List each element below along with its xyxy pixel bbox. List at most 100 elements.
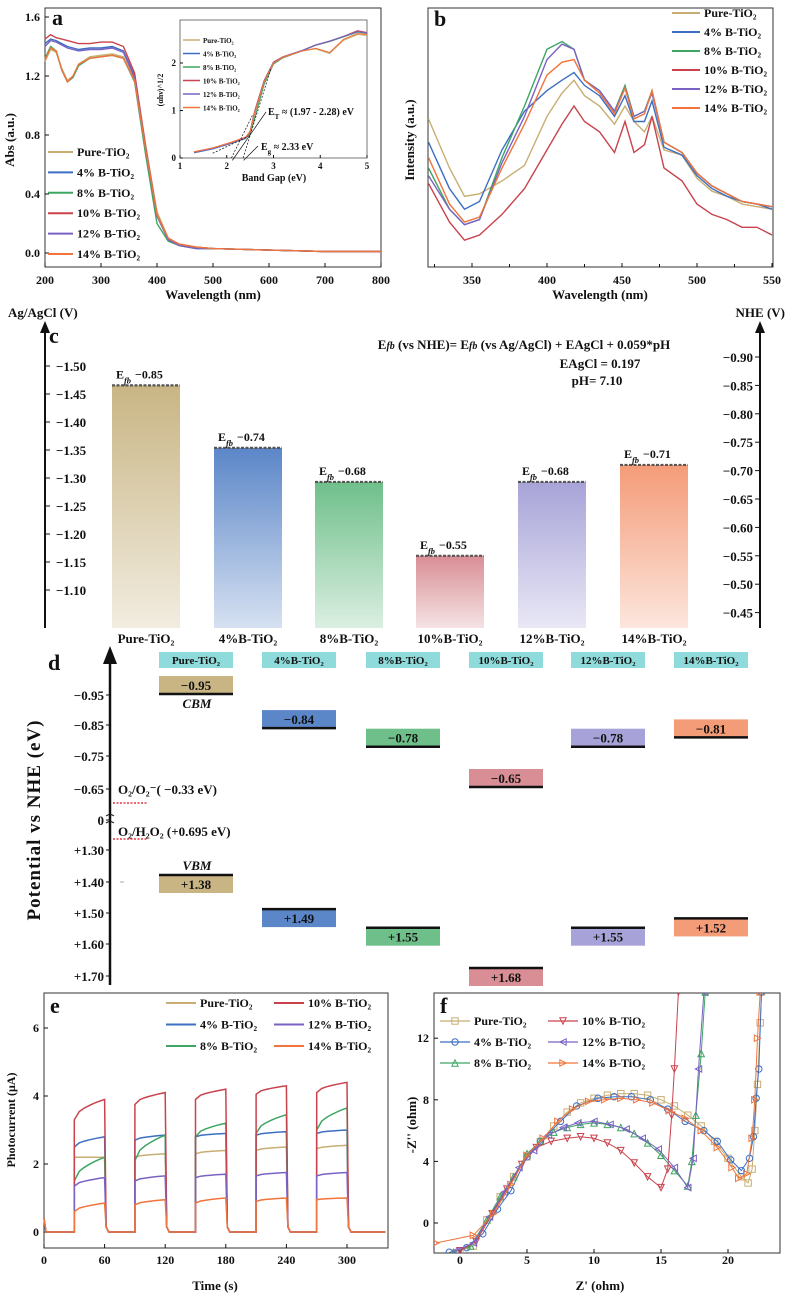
category-label: 8%B-TiO₂: [320, 631, 379, 646]
marker-triangle-right: [539, 1134, 548, 1143]
inset-y-axis-label: (αhν)^1/2: [156, 74, 165, 107]
marker-triangle-up: [450, 1058, 460, 1067]
left-axis-label: Ag/AgCl (V): [8, 305, 78, 320]
left-tick-label: −1.40: [56, 415, 86, 430]
legend-label: 14% B-TiO₂: [308, 1039, 371, 1053]
cbm-box: [366, 728, 440, 747]
panel-d-band-structure: d −0.95 −0.85 −0.75 −0.65 0 +1.30 +1.40 +1.50 +1.…: [24, 646, 748, 986]
marker-triangle-right: [568, 1105, 577, 1114]
y-tick-label: −0.85: [74, 718, 105, 733]
text-span: −0.74: [237, 430, 265, 444]
y-tick-label: 2: [172, 58, 177, 68]
marker-triangle-right: [665, 1106, 674, 1115]
text-span: E: [261, 142, 268, 153]
text-span: (vs Ag/AgCl) + EAgCl + 0.059*pH: [477, 337, 670, 352]
x-tick-label: 800: [372, 273, 390, 287]
category-label: Pure-TiO₂: [118, 631, 175, 646]
marker-triangle-down: [603, 1139, 612, 1148]
y-tick-label: 2: [33, 1157, 39, 1171]
vbm-box: [674, 918, 748, 937]
x-axis-label: Z' (ohm): [576, 1278, 625, 1293]
x-tick-label: 200: [36, 273, 54, 287]
marker-triangle-left: [688, 1154, 697, 1163]
plot-frame: [433, 992, 781, 1254]
sample-header-bg: [674, 652, 748, 668]
x-tick-label: 240: [277, 1253, 295, 1267]
right-tick-label: −0.85: [723, 378, 754, 393]
panel-e-photocurrent-chart: 0 60 120 180 240 300 0 2 4 6 Time (s) Photocurrent …: [4, 992, 389, 1293]
cbm-box: [469, 769, 543, 787]
x-tick-label: 400: [538, 273, 556, 287]
x-tick-label: 10: [588, 1253, 600, 1267]
legend-label: 10% B-TiO₂: [582, 1014, 645, 1028]
text-span: E: [460, 337, 469, 352]
text-span: −0.55: [439, 538, 467, 552]
panel-label-a: a: [52, 5, 63, 30]
x-tick-label: 300: [338, 1253, 356, 1267]
x-tick-label: 0: [457, 1253, 463, 1267]
marker-triangle-right: [469, 1231, 478, 1240]
x-tick-label: 550: [763, 273, 781, 287]
text-span: −0.68: [541, 464, 569, 478]
y-axis-label: Abs (a.u.): [2, 113, 17, 167]
cbm-box: [571, 728, 645, 747]
sample-header-label: 4%B-TiO₂: [274, 655, 324, 667]
left-tick-label: −1.10: [56, 583, 86, 598]
marker-triangle-right: [751, 1095, 760, 1104]
marker-triangle-left: [558, 1123, 567, 1132]
series-line-5: [435, 993, 761, 1244]
marker-triangle-left: [605, 1120, 614, 1129]
legend-label: 8% B-TiO₂: [474, 1056, 531, 1070]
left-tick-label: −1.25: [56, 499, 87, 514]
x-axis-label: Wavelength (nm): [165, 287, 261, 302]
text-span: −0.71: [643, 447, 671, 461]
marker-triangle-down: [455, 1247, 465, 1253]
marker-triangle-left: [469, 1239, 478, 1248]
tangent-line: [231, 115, 253, 159]
marker-triangle-left: [451, 1246, 460, 1253]
inset-legend-label: 10% B-TiO₂: [203, 78, 240, 86]
cbm-value-label: −0.84: [284, 712, 315, 727]
legend-label: 8% B-TiO₂: [77, 186, 134, 200]
subscript: T: [275, 113, 280, 121]
marker-circle: [451, 1038, 459, 1046]
subscript: fb: [530, 472, 537, 481]
marker-triangle-left: [529, 1146, 538, 1155]
y-tick-label: 0: [98, 813, 105, 828]
y-tick-label: 0: [33, 1225, 39, 1239]
legend-label: Pure-TiO₂: [474, 1014, 527, 1028]
marker-triangle-down: [616, 1146, 625, 1155]
x-tick-label: 3: [271, 161, 276, 171]
marker-triangle-right: [756, 993, 763, 997]
marker-triangle-right: [753, 1034, 762, 1043]
axis-break-icon: [105, 814, 115, 824]
legend-label: Pure-TiO₂: [200, 996, 253, 1010]
marker-triangle-down: [663, 1165, 672, 1174]
x-tick-label: 60: [99, 1253, 111, 1267]
marker-triangle-down: [670, 1065, 679, 1074]
text-span: −0.85: [135, 367, 163, 381]
marker-triangle-down: [576, 1133, 585, 1142]
x-tick-label: 120: [156, 1253, 174, 1267]
left-tick-label: −1.15: [56, 555, 87, 570]
legend-label: 14% B-TiO₂: [77, 247, 140, 261]
marker-circle: [749, 1133, 758, 1141]
marker-triangle-up: [630, 1129, 639, 1138]
vbm-box: [366, 927, 440, 946]
plot-area: [434, 993, 766, 1253]
sample-header-label: 10%B-TiO₂: [478, 655, 534, 667]
inset-x-axis-label: Band Gap (eV): [242, 173, 306, 184]
marker-triangle-down: [517, 1160, 526, 1169]
cbm-box: [159, 676, 233, 694]
bar: [315, 481, 383, 628]
band-gap-annotation: Eg ≈ 2.33 eV: [261, 142, 314, 156]
vbm-value-label: +1.52: [696, 920, 726, 935]
legend-label: 8% B-TiO₂: [704, 44, 761, 58]
marker-square: [748, 1165, 756, 1173]
series-line-3: [427, 104, 773, 242]
marker-triangle-right: [748, 1134, 757, 1143]
legend-label: 4% B-TiO₂: [200, 1018, 257, 1032]
y-tick-label: +1.50: [74, 906, 104, 921]
